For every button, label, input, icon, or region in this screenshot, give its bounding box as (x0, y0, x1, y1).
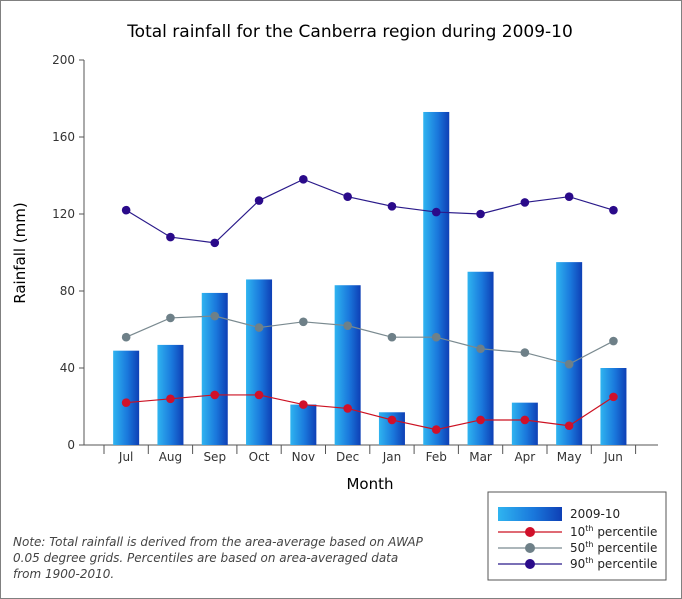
point-50th-mar (476, 344, 485, 354)
point-10th-sep (210, 390, 220, 400)
point-90th-jan (387, 202, 397, 211)
point-90th-oct (254, 196, 264, 205)
x-axis-label: Month (346, 475, 393, 493)
legend-box (487, 491, 667, 581)
y-tick-label: 0 (67, 438, 75, 452)
point-10th-jan (387, 415, 397, 425)
point-50th-aug (166, 313, 175, 323)
y-tick-label: 160 (52, 130, 75, 144)
point-90th-aug (166, 232, 175, 242)
line-90th-percentile (125, 178, 614, 244)
point-50th-nov (299, 317, 308, 327)
point-90th-may (564, 192, 574, 201)
y-tick-label: 80 (60, 284, 75, 298)
y-tick-label: 200 (52, 53, 75, 67)
point-10th-jun (609, 392, 618, 402)
bar-jun (600, 368, 627, 445)
x-tick-label-dec: Dec (336, 450, 359, 464)
point-50th-jul (121, 332, 131, 342)
bar-feb (423, 111, 450, 445)
bar-may (556, 262, 583, 445)
point-10th-apr (520, 415, 530, 425)
y-tick-label: 120 (52, 207, 75, 221)
point-10th-oct (254, 390, 264, 400)
point-90th-jun (609, 205, 618, 215)
point-10th-aug (166, 394, 175, 404)
legend-label-50th: 50th percentile (570, 540, 657, 555)
line-series (121, 175, 618, 434)
point-10th-dec (343, 404, 352, 413)
x-tick-label-aug: Aug (159, 450, 182, 464)
y-tick-label: 40 (60, 361, 75, 375)
legend-label-90th: 90th percentile (570, 556, 657, 571)
point-10th-nov (299, 400, 308, 409)
y-axis: 0 40 80 120 160 200 (52, 53, 85, 452)
bar-nov (290, 404, 317, 445)
x-tick-label-oct: Oct (249, 450, 270, 464)
legend-marker (525, 527, 535, 537)
point-50th-dec (343, 321, 352, 330)
legend-bar-swatch (498, 507, 562, 521)
x-tick-label-nov: Nov (292, 450, 315, 464)
x-tick-label-may: May (557, 450, 582, 464)
x-tick-label-apr: Apr (514, 450, 535, 464)
point-50th-apr (520, 348, 530, 357)
x-tick-label-jan: Jan (382, 450, 402, 464)
chart-note: Note: Total rainfall is derived from the… (13, 535, 423, 581)
point-90th-apr (520, 198, 530, 207)
x-tick-label-feb: Feb (426, 450, 447, 464)
point-50th-feb (431, 332, 441, 342)
bar-jul (113, 350, 140, 445)
point-50th-jan (387, 332, 397, 342)
x-tick-label-jun: Jun (603, 450, 623, 464)
point-90th-nov (299, 175, 308, 184)
point-10th-may (564, 421, 574, 431)
legend-bar-label: 2009-10 (570, 507, 620, 521)
point-10th-feb (431, 425, 441, 434)
x-tick-label-jul: Jul (118, 450, 133, 464)
point-50th-oct (254, 323, 264, 332)
chart-title: Total rainfall for the Canberra region d… (126, 22, 573, 42)
x-tick-label-sep: Sep (203, 450, 226, 464)
legend-marker (525, 559, 535, 569)
x-tick-label-mar: Mar (469, 450, 492, 464)
bar-oct (246, 279, 273, 445)
point-10th-jul (121, 398, 131, 407)
point-50th-may (564, 359, 574, 369)
line-50th-percentile (125, 315, 614, 365)
point-90th-jul (121, 205, 131, 215)
bar-series (113, 111, 627, 445)
line-10th-percentile (126, 394, 614, 431)
point-10th-mar (476, 415, 485, 425)
point-90th-sep (210, 238, 220, 248)
legend-label-10th: 10th percentile (570, 524, 657, 539)
point-90th-mar (476, 209, 485, 219)
point-90th-feb (431, 207, 441, 217)
y-axis-label: Rainfall (mm) (11, 202, 29, 303)
point-50th-jun (609, 336, 618, 346)
x-axis: Jul Aug Sep Oct Nov Dec Jan Feb Mar Apr May Jun (84, 444, 658, 464)
legend-marker (525, 543, 535, 553)
point-90th-dec (343, 192, 352, 201)
point-50th-sep (210, 311, 220, 321)
bar-dec (334, 285, 361, 445)
